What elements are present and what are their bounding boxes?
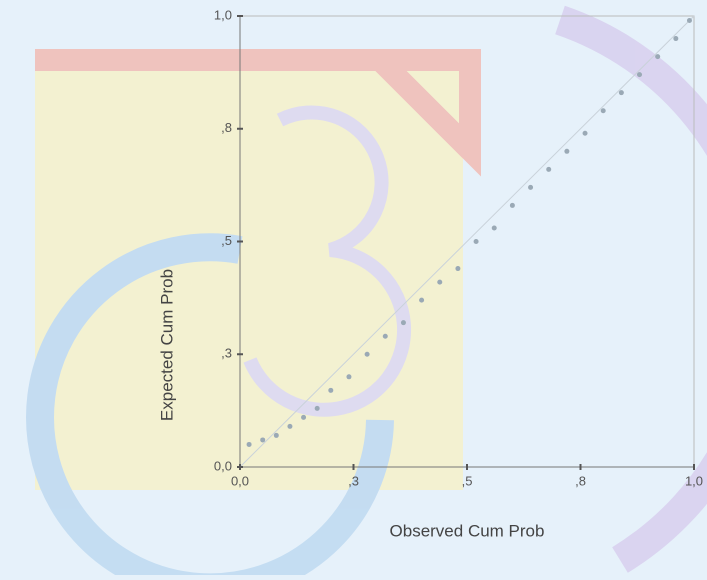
point [301,415,306,420]
point [247,442,252,447]
point [601,108,606,113]
point [419,298,424,303]
y-tick-label: ,5 [221,233,232,248]
point [687,18,692,23]
y-tick-label: 0,0 [214,458,232,473]
point [328,388,333,393]
point [260,437,265,442]
point [673,36,678,41]
page: {"chart_data": {"type": "scatter", "x_la… [0,0,707,575]
point [510,203,515,208]
x-axis-title: Observed Cum Prob [390,521,545,540]
point [546,167,551,172]
point [655,54,660,59]
chart: Observed Cum Prob Expected Cum Prob 0,0,… [0,0,707,575]
point [346,374,351,379]
y-tick-label: ,3 [221,346,232,361]
y-axis-title: Expected Cum Prob [157,269,176,421]
point [528,185,533,190]
x-tick-label: 0,0 [231,473,249,488]
y-tick-label: 1,0 [214,7,232,22]
point [583,131,588,136]
point [287,424,292,429]
x-tick-label: ,8 [575,473,586,488]
point [365,352,370,357]
point [492,225,497,230]
x-tick-label: 1,0 [685,473,703,488]
x-tick-label: ,3 [348,473,359,488]
x-tick-label: ,5 [462,473,473,488]
point [619,90,624,95]
point [437,280,442,285]
point [315,406,320,411]
point [564,149,569,154]
point [274,433,279,438]
point [455,266,460,271]
point [383,334,388,339]
y-tick-label: ,8 [221,120,232,135]
point [637,72,642,77]
point [401,320,406,325]
point [474,239,479,244]
